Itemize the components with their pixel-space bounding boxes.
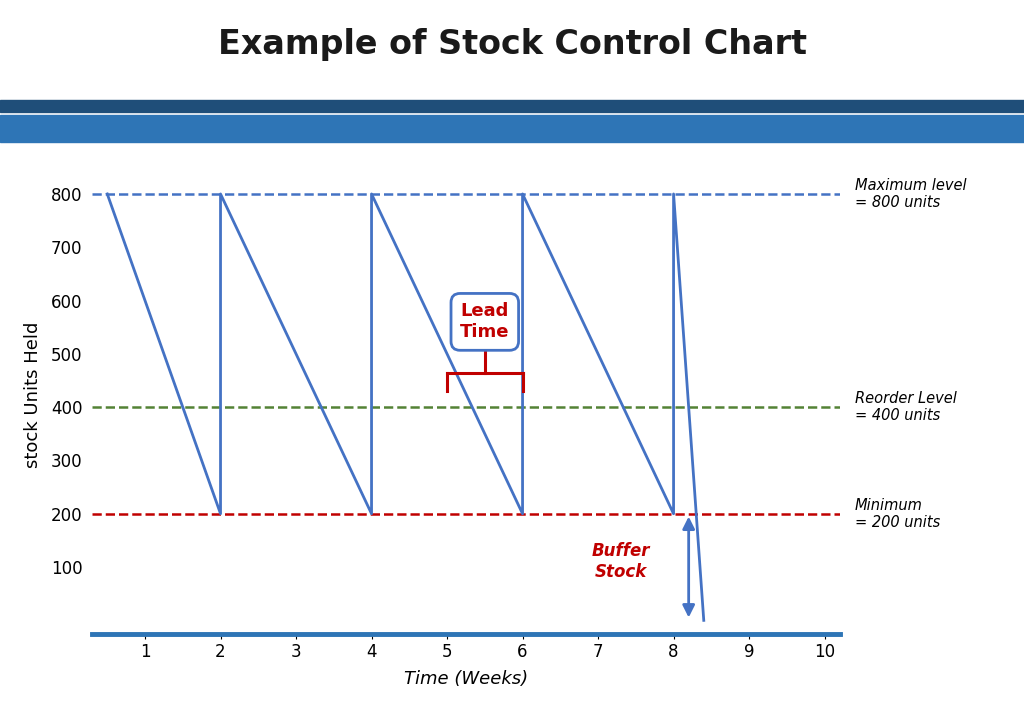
Text: Lead
Time: Lead Time [460, 303, 510, 341]
Text: Minimum
= 200 units: Minimum = 200 units [855, 498, 940, 530]
Bar [0, 100, 1024, 112]
Bar [0, 115, 1024, 142]
Y-axis label: stock Units Held: stock Units Held [25, 322, 42, 468]
X-axis label: Time (Weeks): Time (Weeks) [403, 670, 528, 688]
Text: Maximum level
= 800 units: Maximum level = 800 units [855, 178, 967, 210]
Text: Example of Stock Control Chart: Example of Stock Control Chart [217, 28, 807, 61]
Text: Buffer
Stock: Buffer Stock [592, 543, 650, 581]
Text: Reorder Level
= 400 units: Reorder Level = 400 units [855, 391, 956, 424]
